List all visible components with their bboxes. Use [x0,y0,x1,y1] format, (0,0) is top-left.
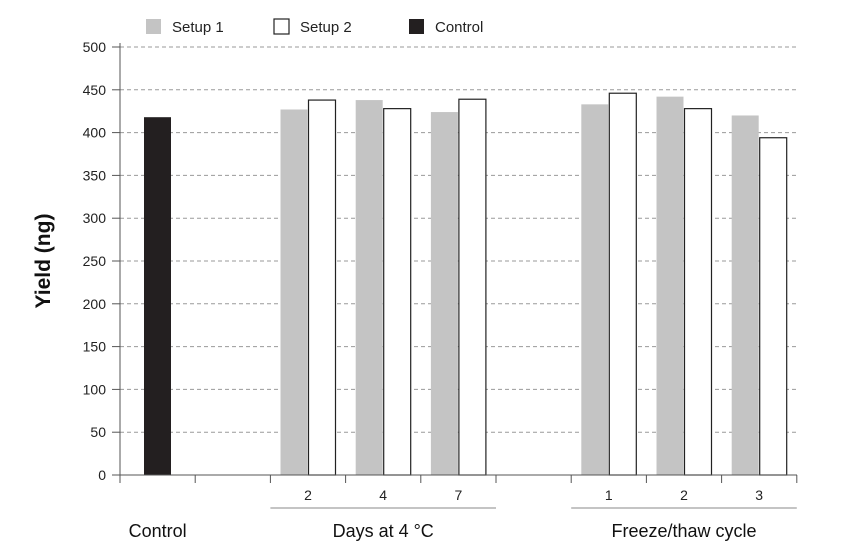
x-tick-label: 3 [755,487,763,503]
legend-swatch-control [409,19,424,34]
y-tick-label: 50 [90,424,106,440]
bar-setup-2-freeze-thaw-cycle-1 [608,92,637,476]
y-tick-label: 250 [83,253,107,269]
legend-swatch-setup-1 [146,19,161,34]
legend-swatch-setup-2 [273,18,290,35]
legend-label-setup-1: Setup 1 [172,19,224,36]
bar-setup-1-freeze-thaw-cycle-3 [731,115,759,475]
bar-setup-1-days-at-4-c-3 [430,112,458,475]
y-tick-label: 500 [83,39,107,55]
legend-label-control: Control [435,19,483,36]
x-tick-label: 4 [379,487,387,503]
bar-setup-1-days-at-4-c-1 [280,109,308,475]
bar-setup-2-freeze-thaw-cycle-2 [683,108,713,476]
x-tick-label: 7 [455,487,463,503]
bars [144,92,788,476]
group-label-freeze-thaw-cycle: Freeze/thaw cycle [611,521,756,541]
legend-label-setup-2: Setup 2 [300,19,352,36]
bar-setup-1-freeze-thaw-cycle-2 [656,96,684,475]
group-label-days-at-4-c: Days at 4 °C [333,521,434,541]
legend: Setup 1 Setup 2 Control [146,18,483,36]
bar-setup-2-days-at-4-c-2 [383,108,412,476]
y-tick-label: 100 [83,381,107,397]
x-tick-label: 1 [605,487,613,503]
y-tick-label: 400 [83,125,107,141]
y-tick-label: 150 [83,339,107,355]
y-tick-label: 300 [83,210,107,226]
bar-setup-2-days-at-4-c-1 [307,99,337,476]
bar-setup-2-days-at-4-c-3 [458,98,487,476]
y-tick-label: 200 [83,296,107,312]
bar-control-control-1 [144,117,171,475]
y-tick-label: 450 [83,82,107,98]
x-tick-label: 2 [304,487,312,503]
bar-setup-1-days-at-4-c-2 [355,100,383,476]
y-tick-labels: 0 50 100 150 200 250 300 350 400 450 500 [83,39,107,483]
bar-setup-1-freeze-thaw-cycle-1 [581,104,609,476]
y-tick-label: 350 [83,167,107,183]
y-tick-label: 0 [98,467,106,483]
group-label-control: Control [129,521,187,541]
x-tick-label: 2 [680,487,688,503]
bar-setup-2-freeze-thaw-cycle-3 [759,137,788,476]
axes [112,43,798,509]
y-axis-label: Yield (ng) [32,214,55,309]
x-tick-labels: 2 4 7 1 2 3 [304,487,763,503]
group-labels: Control Days at 4 °C Freeze/thaw cycle [129,521,757,541]
